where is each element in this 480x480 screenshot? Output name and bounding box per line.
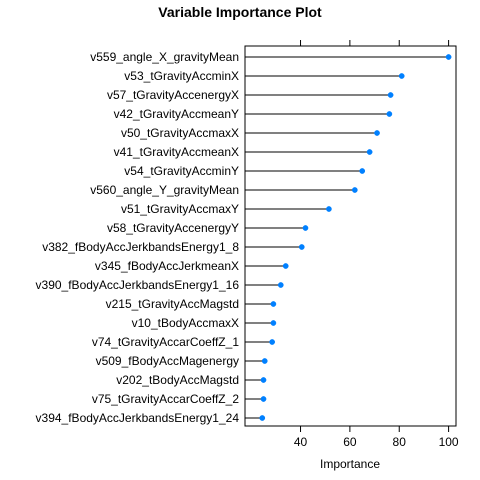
importance-point (302, 225, 309, 231)
variable-labels: v559_angle_X_gravityMean v53_tGravityAccm… (36, 50, 240, 425)
importance-point (351, 187, 358, 193)
variable-label: v390_fBodyAccJerkbandsEnergy1_16 (36, 278, 240, 292)
variable-label: v51_tGravityAccmaxY (121, 202, 239, 216)
x-tick-label: 100 (439, 435, 459, 449)
variable-label: v202_tBodyAccMagstd (116, 373, 239, 387)
importance-point (269, 339, 275, 345)
top-axis-ticks (300, 40, 450, 46)
variable-label: v50_tGravityAccmaxX (121, 126, 239, 140)
importance-point (260, 377, 267, 383)
variable-label: v10_tBodyAccmaxX (132, 316, 239, 330)
importance-point (277, 282, 284, 288)
variable-label: v54_tGravityAccminY (124, 164, 239, 178)
variable-label: v509_fBodyAccMagenergy (96, 354, 239, 368)
bottom-axis-ticks (300, 426, 450, 432)
variable-label: v75_tGravityAccarCoeffZ_2 (92, 392, 240, 406)
variable-label: v42_tGravityAccmeanY (114, 107, 239, 121)
importance-point (387, 92, 394, 98)
importance-point (298, 244, 305, 250)
variable-label: v345_fBodyAccJerkmeanX (95, 259, 239, 273)
plot-frame (244, 45, 457, 427)
variable-label: v74_tGravityAccarCoeffZ_1 (92, 335, 240, 349)
importance-point (260, 396, 267, 402)
variable-label: v559_angle_X_gravityMean (90, 50, 239, 64)
variable-label: v394_fBodyAccJerkbandsEnergy1_24 (36, 411, 240, 425)
importance-points (259, 54, 452, 421)
importance-point (270, 320, 277, 326)
variable-label: v53_tGravityAccminX (124, 69, 239, 83)
variable-label: v41_tGravityAccmeanX (114, 145, 239, 159)
importance-point (282, 263, 289, 269)
importance-point (398, 73, 405, 79)
importance-point (366, 149, 373, 155)
importance-point (326, 206, 332, 212)
x-tick-labels: 40 60 80 100 (294, 435, 459, 449)
importance-point (270, 301, 277, 307)
variable-label: v58_tGravityAccenergyY (107, 221, 239, 235)
chart-title: Variable Importance Plot (158, 4, 322, 20)
importance-point (261, 358, 268, 364)
x-tick-label: 60 (343, 435, 357, 449)
importance-point (259, 415, 266, 421)
importance-point (374, 130, 380, 136)
x-axis-title: Importance (320, 457, 380, 471)
importance-segments (245, 56, 449, 419)
variable-label: v215_tGravityAccMagstd (106, 297, 239, 311)
x-tick-label: 40 (294, 435, 308, 449)
importance-point (445, 54, 452, 60)
importance-point (386, 111, 393, 117)
x-tick-label: 80 (393, 435, 407, 449)
importance-point (359, 168, 366, 174)
variable-label: v382_fBodyAccJerkbandsEnergy1_8 (42, 240, 239, 254)
variable-label: v560_angle_Y_gravityMean (90, 183, 239, 197)
variable-label: v57_tGravityAccenergyX (107, 88, 239, 102)
